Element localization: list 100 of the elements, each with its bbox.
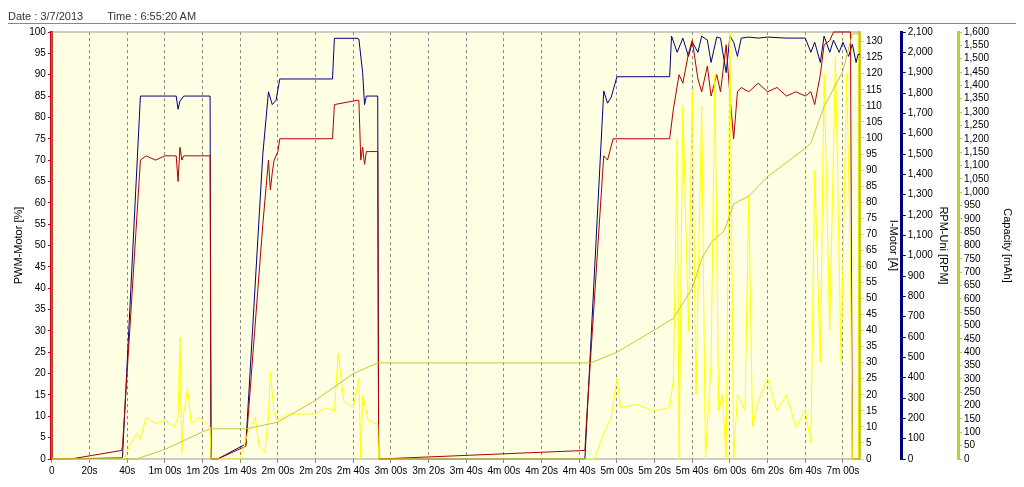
- y3-tick-label: 1,400: [907, 168, 934, 180]
- x-tick-label: 20s: [81, 464, 98, 476]
- y3-tick-label: 400: [907, 371, 925, 383]
- y3-tick-label: 1,600: [907, 127, 934, 139]
- y-tick-label: 450: [964, 332, 982, 344]
- x-tick-label: 2m 40s: [336, 464, 370, 476]
- y3-tick-label: 200: [907, 412, 925, 424]
- y2-tick-label: 5: [865, 436, 872, 448]
- text: Time : 6:55:20 AM: [107, 10, 197, 22]
- y-tick-label: 1,100: [964, 159, 990, 171]
- x-tick-label: 6m 20s: [751, 464, 784, 476]
- y-tick-label: 30: [34, 324, 47, 336]
- y3-tick-label: 100: [907, 432, 925, 444]
- y-tick-label: 1,450: [964, 65, 990, 77]
- x-tick-label: 5m 40s: [675, 464, 709, 476]
- y3-tick-label: 1,200: [907, 208, 934, 220]
- y2-tick-label: 25: [865, 372, 878, 384]
- x-tick-label: 40s: [119, 464, 136, 476]
- y-tick-label: 80: [34, 111, 47, 123]
- y3-tick-label: 500: [907, 351, 925, 363]
- y-tick-label: 90: [34, 68, 47, 80]
- y-tick-label: 300: [964, 372, 982, 384]
- y-tick-label: 100: [29, 25, 47, 37]
- y2-tick-label: 105: [865, 115, 884, 127]
- y3-tick-label: 1,900: [907, 66, 934, 78]
- y-tick-label: 100: [964, 426, 982, 438]
- y3-tick-label: 1,300: [907, 188, 934, 200]
- y-tick-label: 750: [964, 252, 982, 264]
- x-tick-label: 4m 00s: [487, 464, 521, 476]
- y-tick-label: 1,000: [964, 185, 990, 197]
- y2-tick-label: 70: [865, 228, 878, 240]
- y-axis-title: PWM-Motor [%]: [11, 206, 24, 285]
- y2-tick-label: 35: [865, 340, 878, 352]
- x-tick-label: 2m 20s: [299, 464, 332, 476]
- x-tick-label: 4m 40s: [562, 464, 596, 476]
- y2-tick-label: 60: [865, 260, 878, 272]
- y2-tick-label: 115: [865, 83, 883, 95]
- y-tick-label: 200: [964, 399, 982, 411]
- text: Date : 3/7/2013: [8, 10, 84, 22]
- y2-tick-label: 45: [865, 308, 878, 320]
- y-tick-label: 40: [34, 281, 47, 293]
- y3-tick-label: 600: [907, 330, 925, 342]
- y3-tick-label: 700: [907, 310, 925, 322]
- y2-tick-label: 95: [865, 147, 878, 159]
- y-tick-label: 1,050: [964, 172, 990, 184]
- y-axis-title: Capacity [mAh]: [1002, 208, 1015, 283]
- y-tick-label: 20: [34, 367, 47, 379]
- y-tick-label: 55: [34, 217, 47, 229]
- y2-tick-label: 125: [865, 51, 884, 63]
- y-tick-label: 25: [34, 346, 47, 357]
- y2-tick-label: 20: [865, 388, 878, 400]
- y2-tick-label: 40: [865, 324, 878, 336]
- y-tick-label: 700: [964, 265, 982, 277]
- y-tick-label: 550: [964, 305, 982, 317]
- y2-tick-label: 100: [865, 131, 884, 143]
- y-tick-label: 75: [34, 132, 47, 144]
- y-tick-label: 60: [34, 196, 47, 208]
- y-tick-label: 5: [40, 431, 47, 443]
- y2-tick-label: 90: [865, 163, 878, 175]
- y2-tick-label: 30: [865, 356, 878, 368]
- y3-axis-title: RPM-Uni [RPM]: [938, 206, 951, 285]
- x-tick-label: 3m 40s: [449, 464, 483, 476]
- y3-tick-label: 2,000: [907, 46, 934, 58]
- y-tick-label: 1,200: [964, 132, 990, 144]
- y-tick-label: 50: [964, 439, 976, 451]
- x-tick-label: 4m 20s: [525, 464, 558, 476]
- x-tick-label: 1m 20s: [186, 464, 219, 476]
- y-tick-label: 1,250: [964, 119, 990, 131]
- y3-tick-label: 1,500: [907, 147, 934, 159]
- y3-tick-label: 900: [907, 269, 925, 281]
- y-tick-label: 650: [964, 279, 982, 291]
- y-tick-label: 10: [34, 410, 47, 422]
- y2-tick-label: 80: [865, 195, 878, 207]
- y3-tick-label: 2,100: [907, 25, 934, 37]
- y-tick-label: 150: [964, 412, 982, 424]
- y2-tick-label: 0: [865, 452, 872, 464]
- y3-tick-label: 800: [907, 290, 925, 302]
- y-tick-label: 950: [964, 199, 982, 211]
- x-tick-label: 1m 00s: [148, 464, 182, 476]
- x-tick-label: 1m 40s: [223, 464, 257, 476]
- y3-tick-label: 1,100: [907, 229, 934, 241]
- y-tick-label: 35: [34, 303, 47, 315]
- x-tick-label: 7m 00s: [826, 464, 860, 476]
- x-tick-label: 2m 00s: [261, 464, 295, 476]
- y3-tick-label: 1,800: [907, 86, 934, 98]
- y3-tick-label: 1,000: [907, 249, 934, 261]
- y-tick-label: 1,300: [964, 105, 990, 117]
- y2-tick-label: 110: [865, 99, 883, 111]
- y2-tick-label: 15: [865, 404, 878, 416]
- y-tick-label: 85: [34, 89, 47, 101]
- y-tick-label: 15: [34, 388, 47, 400]
- y-tick-label: 65: [34, 175, 47, 187]
- y-tick-label: 350: [964, 359, 982, 371]
- y-tick-label: 1,150: [964, 145, 990, 157]
- y-tick-label: 850: [964, 225, 982, 237]
- x-tick-label: 3m 20s: [412, 464, 445, 476]
- y2-tick-label: 130: [865, 35, 884, 47]
- y-tick-label: 95: [34, 47, 47, 59]
- y-tick-label: 400: [964, 346, 982, 357]
- y-tick-label: 70: [34, 153, 47, 165]
